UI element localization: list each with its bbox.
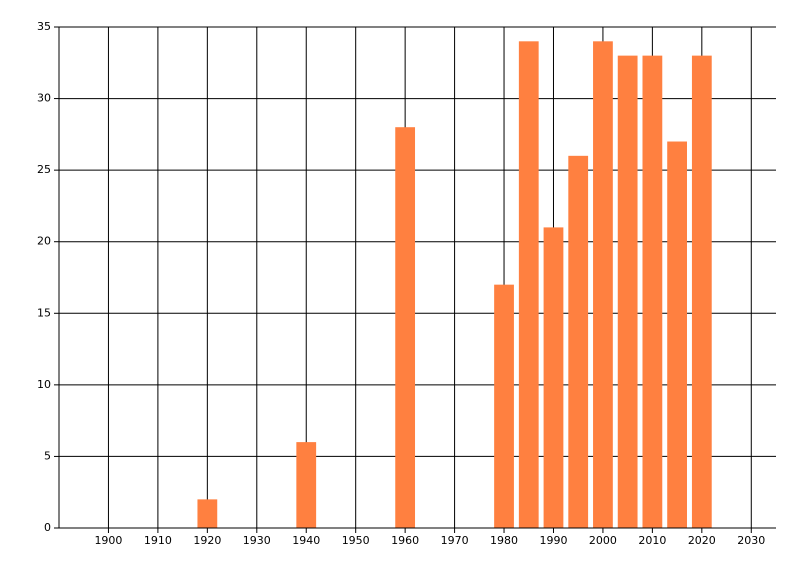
x-tick-label: 1950 <box>342 534 370 547</box>
bar <box>296 442 317 528</box>
x-tick-label: 2020 <box>688 534 716 547</box>
x-tick-label: 1940 <box>292 534 320 547</box>
bar <box>568 155 589 529</box>
x-tick-label: 1920 <box>193 534 221 547</box>
x-tick-label: 2030 <box>737 534 765 547</box>
y-tick-label: 25 <box>37 163 51 176</box>
x-tick-label: 2000 <box>589 534 617 547</box>
x-tick-label: 1980 <box>490 534 518 547</box>
bar <box>197 499 218 528</box>
y-tick-label: 5 <box>44 449 51 462</box>
y-tick-label: 30 <box>37 92 51 105</box>
y-tick-label: 35 <box>37 20 51 33</box>
bar <box>617 55 638 528</box>
x-tick-label: 1910 <box>144 534 172 547</box>
y-tick-label: 10 <box>37 378 51 391</box>
bar <box>395 127 416 528</box>
x-tick-label: 1970 <box>441 534 469 547</box>
y-tick-label: 15 <box>37 306 51 319</box>
x-tick-label: 1900 <box>94 534 122 547</box>
bar <box>642 55 663 528</box>
bar <box>593 41 613 529</box>
y-tick-label: 0 <box>44 521 51 534</box>
x-tick-label: 1930 <box>243 534 271 547</box>
bar <box>518 41 539 529</box>
bar <box>494 284 514 528</box>
bar <box>691 55 712 528</box>
bar <box>667 141 687 528</box>
x-tick-label: 2010 <box>638 534 666 547</box>
x-tick-label: 1990 <box>539 534 567 547</box>
bar <box>543 227 564 528</box>
x-tick-label: 1960 <box>391 534 419 547</box>
y-tick-label: 20 <box>37 235 51 248</box>
